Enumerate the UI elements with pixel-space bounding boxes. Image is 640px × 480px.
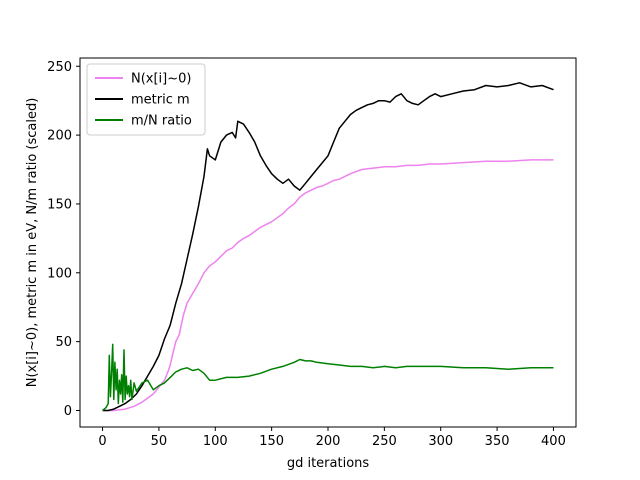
y-axis: 0 50 100 150 200 250 [47, 60, 80, 419]
x-tick-label: 100 [203, 434, 228, 449]
x-tick-label: 200 [316, 434, 341, 449]
x-axis-label: gd iterations [287, 456, 370, 471]
legend-box [86, 63, 206, 136]
series-line-2 [102, 82, 554, 412]
y-tick-label: 50 [55, 335, 72, 350]
legend-label: N(x[i]~0) [131, 72, 191, 87]
x-tick-label: 150 [259, 434, 284, 449]
x-tick-label: 250 [372, 434, 397, 449]
y-tick-label: 0 [64, 404, 72, 419]
x-tick-label: 350 [485, 434, 510, 449]
y-tick-label: 100 [47, 266, 72, 281]
legend-label: m/N ratio [131, 114, 192, 129]
x-tick-label: 300 [428, 434, 453, 449]
y-tick-label: 200 [47, 129, 72, 144]
x-tick-label: 0 [98, 434, 106, 449]
legend: N(x[i]~0) metric m m/N ratio [86, 63, 206, 136]
x-tick-label: 50 [151, 434, 168, 449]
y-axis-label: N(x[i]~0), metric m in eV, N/m ratio (sc… [25, 98, 40, 388]
y-tick-label: 150 [47, 197, 72, 212]
legend-label: metric m [131, 93, 190, 108]
x-axis: 0 50 100 150 200 250 300 350 400 [98, 427, 566, 449]
x-tick-label: 400 [541, 434, 566, 449]
series-line-1 [102, 159, 554, 412]
y-tick-label: 250 [47, 60, 72, 75]
plot-area [102, 82, 554, 412]
series-line-3 [102, 343, 554, 412]
